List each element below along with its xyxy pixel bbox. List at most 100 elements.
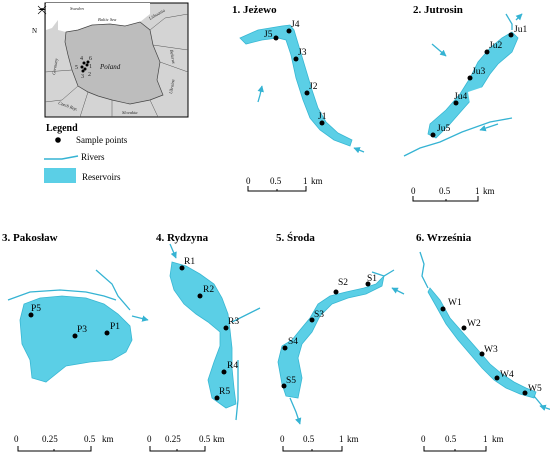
site-number-6: 6 (89, 56, 92, 62)
scale-tick: 0.5 (303, 434, 315, 444)
river (7, 289, 117, 301)
map-title: 2. Jutrosin (413, 4, 463, 16)
sample-point-ju2 (484, 49, 490, 55)
scale-tick: 0.5 (439, 186, 451, 196)
point-label: S2 (338, 278, 348, 288)
sample-point-ju5 (430, 132, 436, 138)
river-inflow (505, 13, 513, 30)
sample-point-j1 (319, 120, 325, 126)
north-arrow: N (32, 5, 47, 35)
point-label: J4 (291, 20, 300, 30)
sample-point-r3 (223, 325, 229, 331)
reservoir-shape (169, 261, 237, 409)
point-label: S5 (286, 376, 296, 386)
map-title: 5. Środa (276, 232, 315, 244)
sample-point-ju3 (467, 75, 473, 81)
point-label: J1 (318, 112, 327, 122)
sample-points: W1 W2 W3 W4 W5 (440, 298, 542, 396)
scale-tick: 1 (475, 186, 480, 196)
point-label: W4 (500, 370, 514, 380)
scale-unit: km (311, 176, 323, 186)
sample-point-s2 (333, 289, 339, 295)
point-label: Ju1 (514, 25, 527, 35)
scale-tick: 0.5 (270, 176, 282, 186)
sample-point-w5 (522, 390, 528, 396)
sample-point-s3 (309, 317, 315, 323)
sample-point-ju1 (508, 32, 514, 38)
sample-point-r5 (214, 395, 220, 401)
scale-bar: 0 0.5 1 km (421, 434, 504, 452)
reservoir-shape (277, 274, 385, 399)
sample-point-r2 (197, 293, 203, 299)
scale-tick: 0 (14, 434, 19, 444)
sample-points: P1 P3 P5 (28, 304, 120, 339)
point-label: P5 (31, 304, 41, 314)
scale-unit: km (213, 434, 225, 444)
point-label: W2 (467, 319, 481, 329)
reservoir-shape (19, 295, 133, 383)
point-label: Ju2 (489, 41, 502, 51)
sample-point-r4 (221, 369, 227, 375)
sample-point-p5 (28, 312, 34, 318)
point-label: Ju3 (472, 67, 485, 77)
north-label: N (32, 27, 37, 35)
river-inflow (419, 251, 429, 289)
point-label: W5 (528, 384, 542, 394)
map-rydzyna: 4. Rydzyna R1 R2 R3 R4 R5 0 0.25 0.5 km (147, 232, 261, 452)
label-poland: Poland (99, 63, 121, 71)
scale-bar: 0 0.5 1 km (246, 176, 323, 192)
label-belarus: Belarus (169, 49, 176, 64)
sample-point-s4 (282, 345, 288, 351)
scale-tick: 0 (421, 434, 426, 444)
sample-points: S1 S2 S3 S4 S5 (281, 274, 377, 389)
scale-tick: 0 (411, 186, 416, 196)
sample-point-j3 (293, 56, 299, 62)
scale-bar: 0 0.25 0.5 km (14, 434, 114, 452)
point-label: J3 (298, 48, 307, 58)
river-outflow (289, 397, 302, 425)
sample-point-w4 (494, 375, 500, 381)
site-number-1: 1 (89, 64, 92, 70)
legend-item-label: Rivers (81, 152, 105, 162)
point-label: J5 (264, 30, 273, 40)
sample-points: J1 J2 J3 J4 J5 (264, 20, 327, 126)
point-label: R2 (203, 285, 214, 295)
point-label: S3 (314, 310, 324, 320)
point-label: R4 (227, 361, 238, 371)
sample-point-r1 (179, 265, 185, 271)
river-inflow (371, 269, 395, 277)
legend-title: Legend (46, 123, 78, 134)
legend-item-label: Sample points (76, 135, 128, 145)
point-label: Ju5 (437, 124, 450, 134)
river-inflow (257, 85, 264, 103)
legend-point-symbol (55, 137, 61, 143)
legend-item-label: Reservoirs (82, 172, 121, 182)
scale-tick: 0.25 (165, 434, 181, 444)
sample-points: Ju1 Ju2 Ju3 Ju4 Ju5 (430, 25, 527, 138)
inset-map: Sweden Baltic Sea Lithuania Belarus Germ… (32, 2, 189, 118)
map-pakoslaw: 3. Pakosław P1 P3 P5 0 0.25 0.5 km (2, 232, 149, 452)
map-title: 4. Rydzyna (156, 232, 209, 244)
sample-point-s5 (281, 383, 287, 389)
point-label: Ju4 (454, 92, 467, 102)
sample-points: R1 R2 R3 R4 R5 (179, 257, 239, 401)
river-outflow (131, 315, 149, 322)
label-slovakia: Slovakia (122, 110, 138, 115)
sample-point-ju4 (453, 100, 459, 106)
sample-point-j5 (273, 35, 279, 41)
sample-point-w3 (479, 351, 485, 357)
scale-tick: 1 (483, 434, 488, 444)
site-number-5: 5 (75, 65, 78, 71)
scale-tick: 0.5 (199, 434, 211, 444)
label-baltic-sea: Baltic Sea (98, 17, 117, 22)
scale-tick: 0 (280, 434, 285, 444)
sample-point-p3 (72, 333, 78, 339)
sample-point-j2 (304, 90, 310, 96)
point-label: W3 (484, 345, 498, 355)
river-arrow (431, 43, 447, 57)
poland-shape (64, 21, 164, 105)
reservoir-shape (427, 31, 519, 139)
point-label: W1 (448, 298, 462, 308)
reservoir-shape (239, 24, 353, 147)
